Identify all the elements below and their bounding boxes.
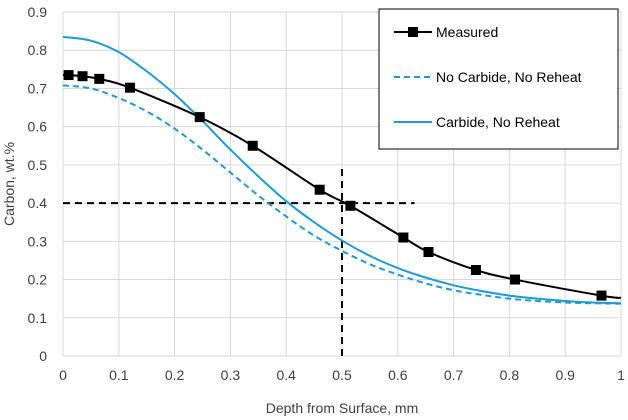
y-tick-label: 0.3 xyxy=(28,233,48,249)
legend: Measured No Carbide, No Reheat Carbide, No… xyxy=(378,8,619,150)
series-line-carbide-no-reheat xyxy=(62,35,622,305)
x-axis-label: Depth from Surface, mm xyxy=(266,400,419,416)
measured-point xyxy=(345,200,356,211)
x-axis-ticks: 0 0.1 0.2 0.3 0.4 0.5 0.6 0.7 0.8 0.9 1 xyxy=(59,367,625,383)
measured-point xyxy=(314,184,325,195)
series-line-no-carbide-no-reheat xyxy=(62,84,622,305)
y-tick-label: 0.7 xyxy=(28,80,48,96)
x-tick-label: 0.3 xyxy=(221,367,241,383)
x-tick-label: 1 xyxy=(617,367,625,383)
y-tick-label: 0.9 xyxy=(28,4,48,20)
x-tick-label: 0.1 xyxy=(109,367,129,383)
x-tick-label: 0.7 xyxy=(444,367,464,383)
y-tick-label: 0 xyxy=(39,348,47,364)
legend-label: Measured xyxy=(436,24,498,40)
x-tick-label: 0.2 xyxy=(165,367,185,383)
y-tick-label: 0.5 xyxy=(28,157,48,173)
reference-lines xyxy=(63,164,415,356)
measured-point xyxy=(470,265,481,275)
measured-point xyxy=(509,274,520,285)
measured-point xyxy=(124,82,135,93)
measured-point xyxy=(423,247,434,258)
x-tick-label: 0.6 xyxy=(388,367,408,383)
y-axis-label: Carbon, wt.% xyxy=(1,142,17,226)
measured-point xyxy=(247,140,258,151)
measured-point xyxy=(77,71,88,82)
y-tick-label: 0.4 xyxy=(28,195,48,211)
x-tick-label: 0.5 xyxy=(332,367,352,383)
measured-point xyxy=(94,73,105,84)
x-tick-label: 0 xyxy=(59,367,67,383)
legend-label: Carbide, No Reheat xyxy=(436,114,560,130)
x-tick-label: 0.8 xyxy=(500,367,520,383)
y-tick-label: 0.6 xyxy=(28,119,48,135)
measured-point xyxy=(194,112,205,123)
legend-label: No Carbide, No Reheat xyxy=(436,69,582,85)
y-tick-label: 0.2 xyxy=(28,272,48,288)
legend-items: Measured No Carbide, No Reheat Carbide, No… xyxy=(394,24,582,130)
legend-swatch-marker xyxy=(408,27,418,37)
measured-point xyxy=(398,232,409,243)
x-tick-label: 0.4 xyxy=(276,367,296,383)
measured-point xyxy=(63,70,74,81)
y-tick-label: 0.8 xyxy=(28,42,48,58)
y-axis-ticks: 0 0.1 0.2 0.3 0.4 0.5 0.6 0.7 0.8 0.9 xyxy=(28,4,48,364)
measured-point xyxy=(596,290,607,301)
y-tick-label: 0.1 xyxy=(28,310,48,326)
series-layer xyxy=(62,35,622,305)
x-tick-label: 0.9 xyxy=(555,367,575,383)
